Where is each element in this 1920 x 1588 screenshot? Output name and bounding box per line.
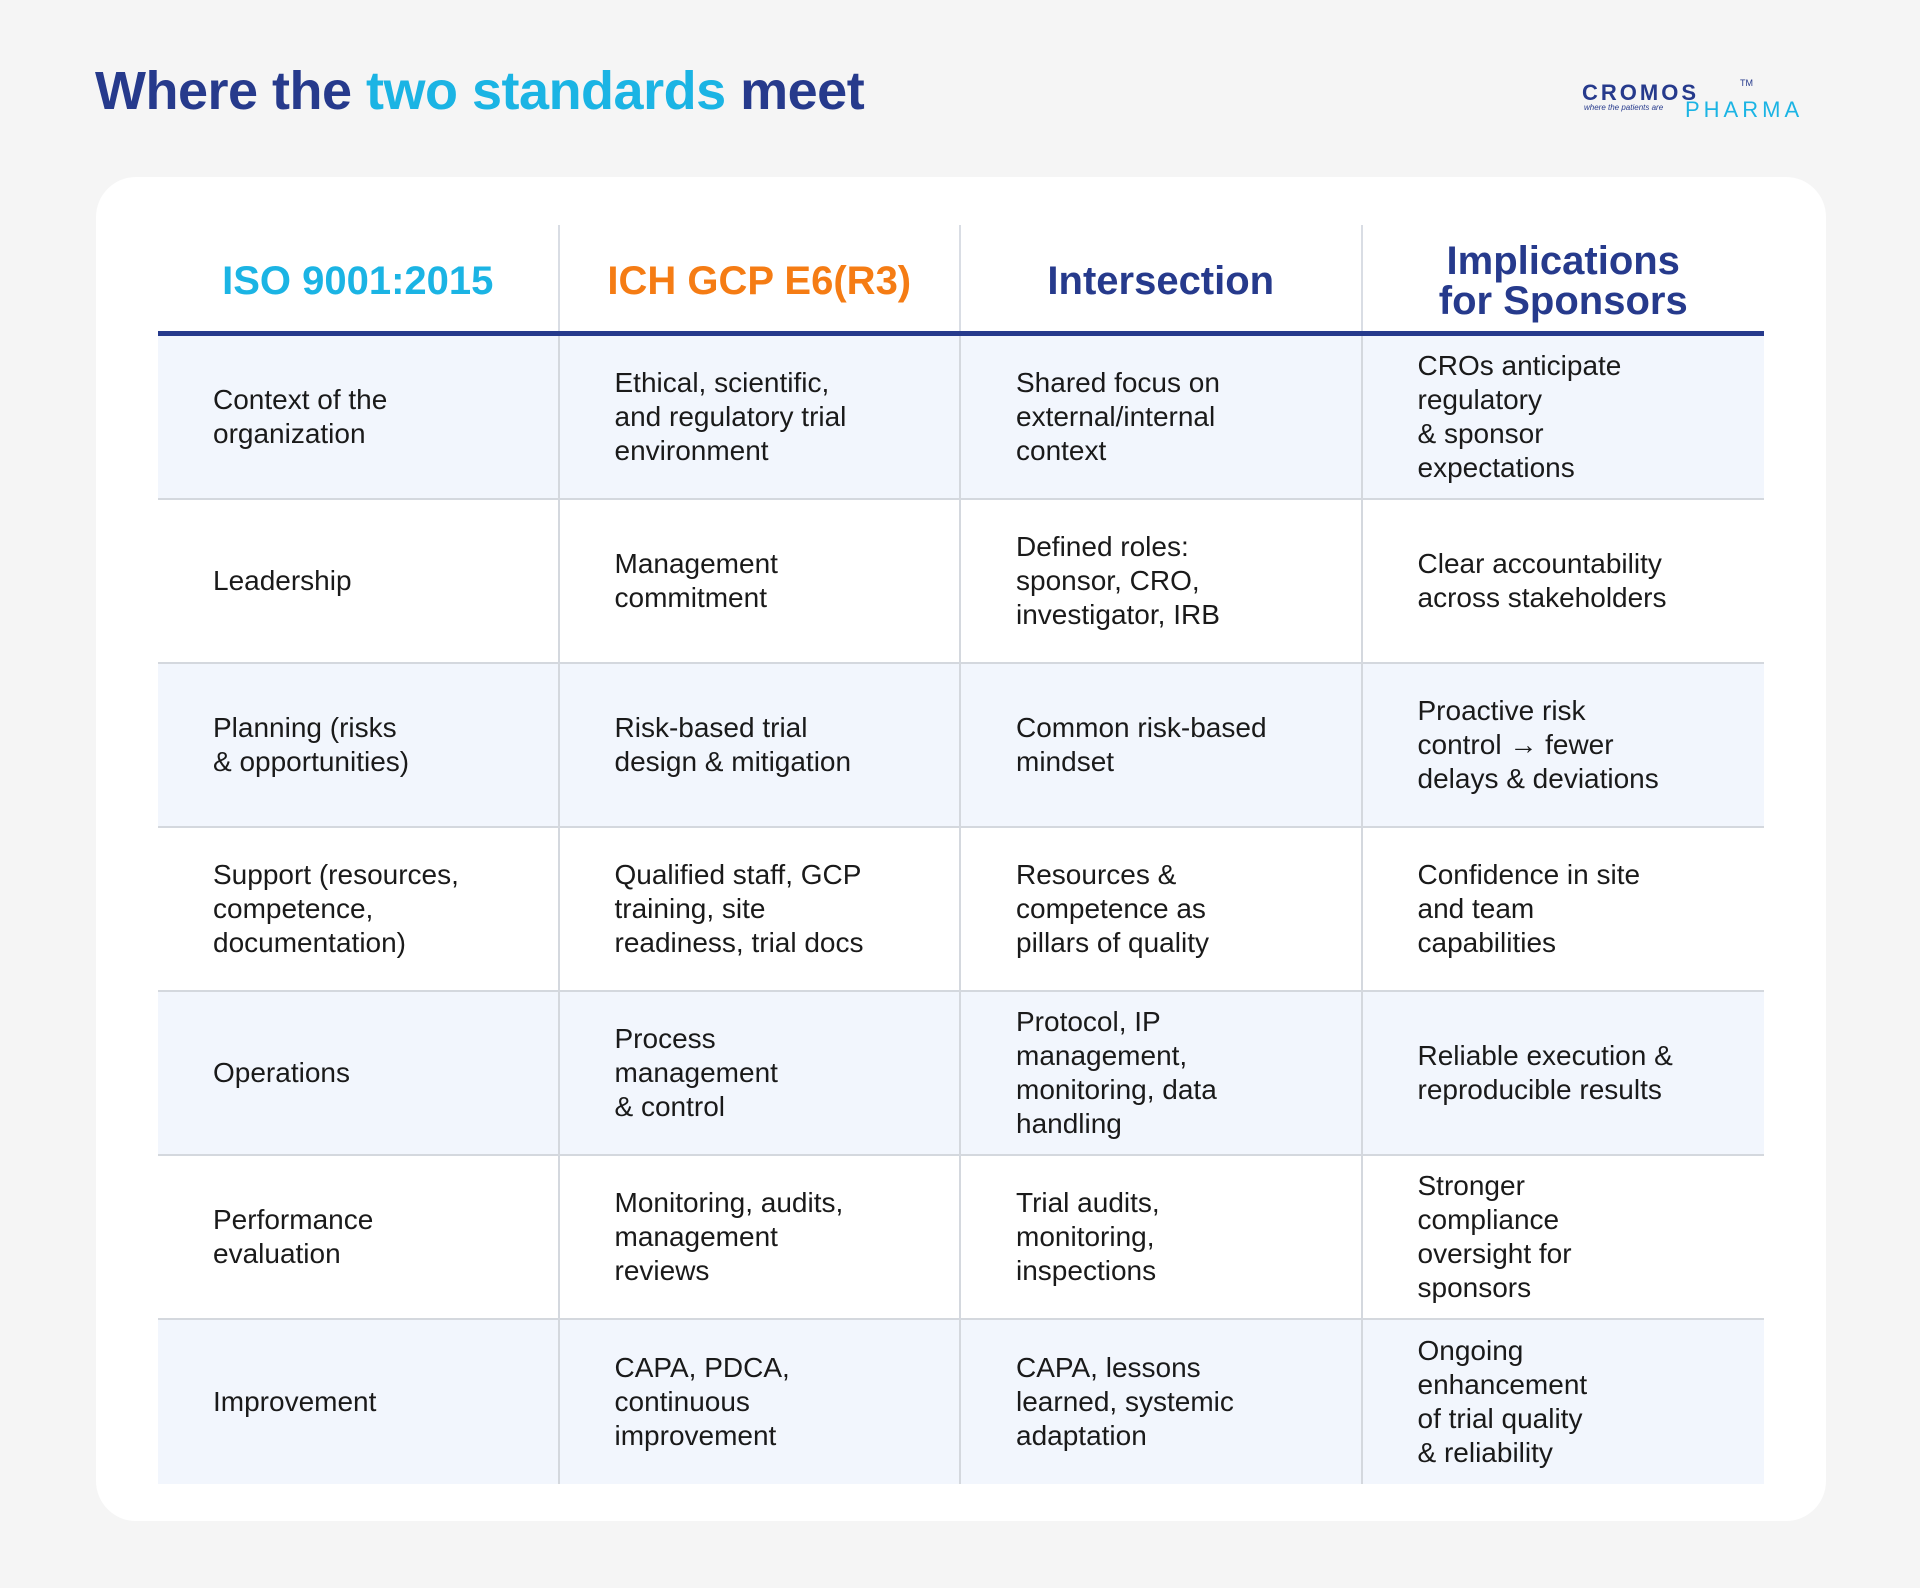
logo-wordmark-top: CROMOS <box>1582 80 1699 105</box>
table-header: ISO 9001:2015 ICH GCP E6(R3) Intersectio… <box>158 225 1764 336</box>
table-cell: Trial audits, monitoring, inspections <box>961 1156 1363 1318</box>
table-cell: Ongoing enhancement of trial quality & r… <box>1417 1335 1588 1468</box>
table-cell: Leadership <box>158 500 560 662</box>
table-cell: Improvement <box>158 1320 560 1484</box>
table-cell: Reliable execution & reproducible result… <box>1417 1040 1673 1105</box>
table-cell: Process management & control <box>560 992 961 1154</box>
page-title: Where the two standards meet <box>95 60 865 122</box>
table-cell: CROs anticipate regulatory & sponsor exp… <box>1417 350 1622 483</box>
table-row: Planning (risks & opportunities) Risk-ba… <box>158 664 1764 828</box>
logo-wordmark-bottom: PHARMA <box>1685 97 1804 122</box>
table-row: Operations Process management & control … <box>158 992 1764 1156</box>
table-cell: Confidence in site and team capabilities <box>1417 859 1641 958</box>
cromos-pharma-logo: CROMOS TM where the patients are PHARMA <box>1582 78 1832 122</box>
table-cell: Common risk-based mindset <box>961 664 1363 826</box>
table-row: Context of the organization Ethical, sci… <box>158 336 1764 500</box>
table-cell: Risk-based trial design & mitigation <box>560 664 961 826</box>
table-cell: CAPA, PDCA, continuous improvement <box>560 1320 961 1484</box>
logo-trademark: TM <box>1740 78 1753 88</box>
title-part-2: meet <box>725 61 865 121</box>
logo-tagline: where the patients are <box>1584 103 1664 112</box>
title-part-1: Where the <box>95 61 367 121</box>
table-cell: Protocol, IP management, monitoring, dat… <box>961 992 1363 1154</box>
table-cell: Planning (risks & opportunities) <box>158 664 560 826</box>
header-implications: Implications for Sponsors <box>1438 239 1688 323</box>
table-cell: Defined roles: sponsor, CRO, investigato… <box>961 500 1363 662</box>
table-cell: Qualified staff, GCP training, site read… <box>560 828 961 990</box>
header-ich-gcp: ICH GCP E6(R3) <box>560 225 961 331</box>
table-cell: Operations <box>158 992 560 1154</box>
comparison-table: ISO 9001:2015 ICH GCP E6(R3) Intersectio… <box>158 225 1764 1484</box>
table-cell: Clear accountability across stakeholders <box>1417 548 1667 613</box>
table-row: Support (resources, competence, document… <box>158 828 1764 992</box>
header-iso: ISO 9001:2015 <box>158 225 560 331</box>
table-cell: CAPA, lessons learned, systemic adaptati… <box>961 1320 1363 1484</box>
table-cell: Monitoring, audits, management reviews <box>560 1156 961 1318</box>
title-accent: two standards <box>366 61 726 121</box>
table-cell: Support (resources, competence, document… <box>158 828 560 990</box>
table-row: Performance evaluation Monitoring, audit… <box>158 1156 1764 1320</box>
table-cell: Performance evaluation <box>158 1156 560 1318</box>
table-cell: Management commitment <box>560 500 961 662</box>
comparison-card: ISO 9001:2015 ICH GCP E6(R3) Intersectio… <box>96 177 1826 1521</box>
table-cell: Stronger compliance oversight for sponso… <box>1417 1170 1572 1303</box>
table-cell: Proactive risk control → fewer delays & … <box>1417 695 1659 794</box>
table-row: Leadership Management commitment Defined… <box>158 500 1764 664</box>
table-row: Improvement CAPA, PDCA, continuous impro… <box>158 1320 1764 1484</box>
table-cell: Ethical, scientific, and regulatory tria… <box>560 336 961 498</box>
table-cell: Resources & competence as pillars of qua… <box>961 828 1363 990</box>
table-cell: Context of the organization <box>158 336 560 498</box>
header-intersection: Intersection <box>961 225 1363 331</box>
table-cell: Shared focus on external/internal contex… <box>961 336 1363 498</box>
